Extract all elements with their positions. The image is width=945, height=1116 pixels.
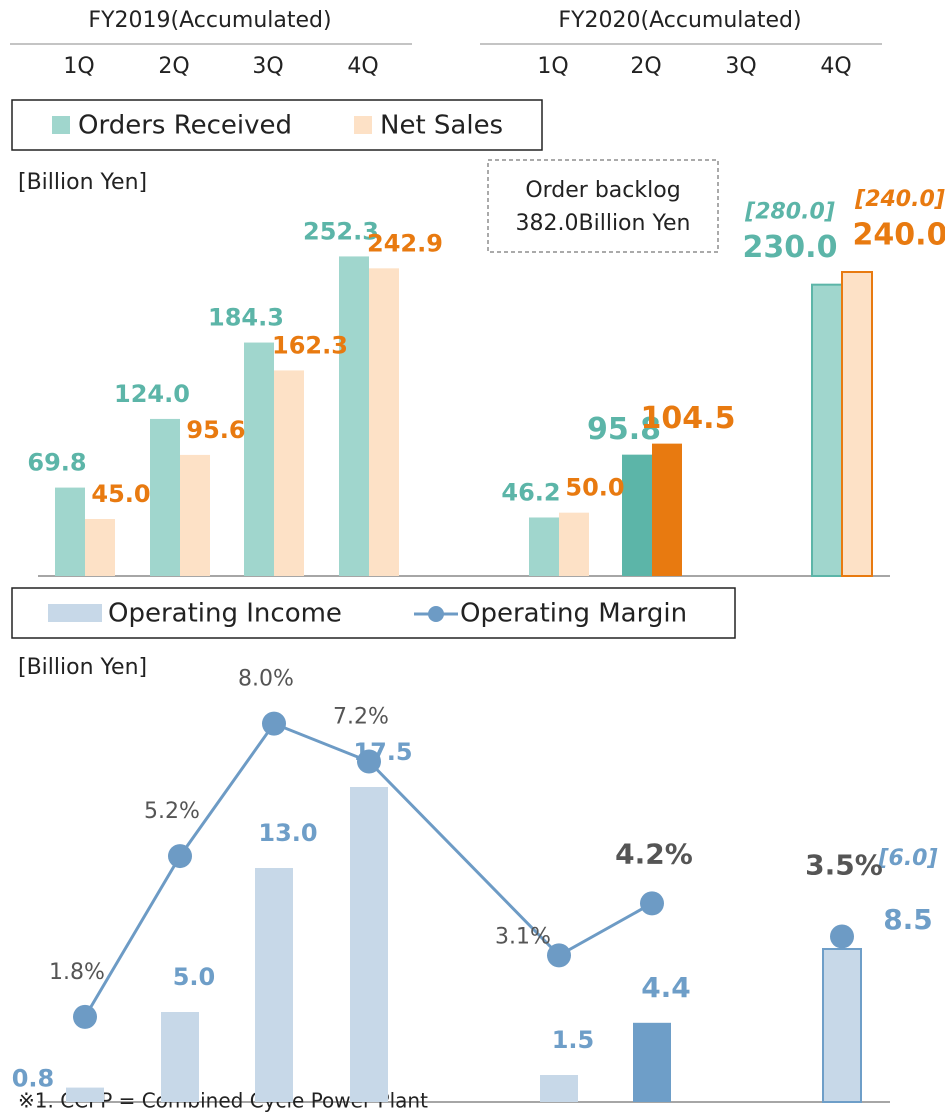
x-tick-label: 1Q: [537, 54, 568, 79]
annotation: Order backlog: [525, 178, 680, 203]
bar: [540, 1075, 578, 1102]
forecast-label: [6.0]: [877, 846, 937, 871]
bar: [633, 1022, 671, 1102]
legend-label: Net Sales: [380, 111, 503, 141]
legend-swatch: [354, 116, 372, 134]
x-tick-label: 3Q: [252, 54, 283, 79]
data-label: 8.5: [883, 903, 933, 936]
point: [830, 924, 854, 949]
x-tick-label: 1Q: [63, 54, 94, 79]
bar: [66, 1087, 104, 1102]
y-axis-label: [Billion Yen]: [18, 170, 147, 195]
data-label: 7.2%: [333, 704, 389, 729]
bar: [622, 454, 652, 576]
data-label: 8.0%: [238, 667, 294, 692]
point: [168, 844, 192, 869]
point: [357, 749, 381, 774]
data-label: 0.8: [12, 1065, 55, 1093]
bar: [255, 868, 293, 1102]
point: [262, 711, 286, 736]
data-label: 124.0: [114, 380, 190, 408]
data-label: 50.0: [565, 474, 624, 502]
data-label: 184.3: [208, 304, 284, 332]
bar: [841, 271, 873, 577]
x-tick-label: 4Q: [347, 54, 378, 79]
x-tick-label: 4Q: [820, 54, 851, 79]
bar: [244, 342, 274, 576]
bar: [55, 487, 85, 576]
data-label: 1.8%: [49, 960, 105, 985]
bar: [339, 256, 369, 576]
data-label: 1.5: [552, 1026, 595, 1054]
data-label: 240.0: [853, 218, 945, 253]
point: [73, 1004, 97, 1029]
y-axis-label: [Billion Yen]: [18, 655, 147, 680]
data-label: 3.1%: [495, 924, 551, 949]
data-label: 104.5: [641, 401, 736, 436]
x-tick-label: 2Q: [158, 54, 189, 79]
data-label: 95.6: [186, 416, 245, 444]
data-label: 69.8: [27, 449, 86, 477]
data-label: 5.0: [173, 963, 216, 991]
legend-box: [11, 99, 543, 151]
bar: [559, 512, 589, 576]
data-label: 3.5%: [805, 848, 883, 881]
data-label: 45.0: [91, 480, 150, 508]
legend-swatch: [52, 116, 70, 134]
bar: [369, 268, 399, 576]
legend-label: Operating Margin: [460, 599, 687, 629]
x-tick-label: 3Q: [725, 54, 756, 79]
data-label: 4.2%: [615, 837, 693, 870]
data-label: 230.0: [743, 230, 838, 265]
data-label: 5.2%: [144, 799, 200, 824]
data-label: 242.9: [367, 229, 443, 257]
bar: [811, 283, 843, 577]
legend-swatch: [428, 606, 444, 622]
legend-label: Orders Received: [78, 111, 292, 141]
bar: [150, 418, 180, 576]
x-tick-label: 2Q: [630, 54, 661, 79]
bar: [180, 454, 210, 576]
bar: [822, 948, 862, 1103]
point: [640, 891, 664, 916]
data-label: 4.4: [641, 971, 691, 1004]
bar: [529, 517, 559, 576]
bar: [85, 519, 115, 576]
forecast-label: [240.0]: [854, 187, 945, 212]
data-label: 252.3: [303, 217, 379, 245]
annotation-box: [487, 159, 719, 253]
legend-box: [11, 587, 736, 639]
legend-label: Operating Income: [108, 599, 342, 629]
data-label: 95.8: [587, 412, 661, 447]
legend-swatch: [48, 604, 102, 622]
bar: [274, 370, 304, 576]
point: [547, 943, 571, 968]
bar: [161, 1012, 199, 1102]
annotation: 382.0Billion Yen: [516, 211, 691, 236]
bar: [652, 443, 682, 576]
group-label: FY2019(Accumulated): [88, 8, 331, 33]
data-label: 162.3: [272, 331, 348, 359]
forecast-label: [280.0]: [744, 200, 835, 225]
group-label: FY2020(Accumulated): [558, 8, 801, 33]
bar: [350, 787, 388, 1102]
data-label: 46.2: [501, 478, 560, 506]
data-label: 13.0: [258, 819, 317, 847]
